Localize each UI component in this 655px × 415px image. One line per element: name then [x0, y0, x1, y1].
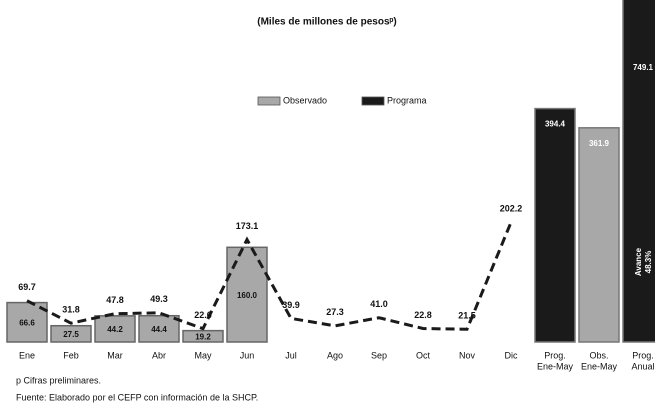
data-label: 21.5 — [458, 311, 476, 321]
x-tick-label: Sep — [371, 350, 387, 360]
x-tick-label: Jun — [240, 350, 255, 360]
data-label: 394.4 — [545, 120, 566, 129]
annotation: Avance — [634, 247, 643, 276]
data-label: 22.8 — [414, 310, 432, 320]
x-tick-label: Ene-May — [537, 361, 574, 371]
data-label: 41.0 — [370, 299, 388, 309]
legend-swatch — [257, 96, 281, 106]
x-tick-label: Ago — [327, 350, 343, 360]
data-label: 27.5 — [63, 330, 79, 339]
data-label: 44.4 — [151, 325, 167, 334]
bar — [94, 315, 136, 343]
x-tick-label: Mar — [107, 350, 123, 360]
x-tick-label: Ene-May — [581, 361, 618, 371]
bar — [182, 329, 224, 343]
legend-label: Observado — [283, 95, 327, 105]
x-tick-label: Oct — [416, 350, 431, 360]
x-tick-label: May — [194, 350, 212, 360]
x-tick-label: Ene — [19, 350, 35, 360]
summary-bar — [578, 127, 620, 343]
x-tick-label: Abr — [152, 350, 166, 360]
x-tick-label: Dic — [505, 350, 518, 360]
bar — [138, 314, 180, 343]
legend-label: Programa — [387, 95, 427, 105]
data-label: 160.0 — [237, 291, 258, 300]
data-label: 749.1 — [633, 63, 654, 72]
data-label: 19.2 — [195, 332, 211, 341]
footnote: Fuente: Elaborado por el CEFP con inform… — [16, 392, 258, 402]
x-tick-label: Prog. — [544, 350, 566, 360]
data-label: 173.1 — [236, 221, 259, 231]
data-label: 39.9 — [282, 300, 300, 310]
x-tick-label: Feb — [63, 350, 79, 360]
summary-bar — [622, 0, 655, 343]
x-tick-label: Jul — [285, 350, 297, 360]
x-tick-label: Anual — [631, 361, 654, 371]
data-label: 44.2 — [107, 325, 123, 334]
footnote: p Cifras preliminares. — [16, 375, 101, 385]
data-label: 69.7 — [18, 282, 36, 292]
x-tick-label: Prog. — [632, 350, 654, 360]
legend-swatch — [361, 96, 385, 106]
annotation: 48.3% — [644, 251, 653, 274]
bar — [50, 324, 92, 343]
data-label: 361.9 — [589, 139, 610, 148]
data-label: 66.6 — [19, 318, 35, 327]
data-label: 31.8 — [62, 305, 80, 315]
x-tick-label: Nov — [459, 350, 476, 360]
line — [26, 221, 513, 331]
data-label: 22.6 — [194, 310, 212, 320]
chart-title: (Miles de millones de pesosᵖ) — [257, 17, 397, 28]
data-label: 202.2 — [500, 204, 523, 214]
data-label: 49.3 — [150, 294, 168, 304]
x-tick-label: Obs. — [589, 350, 608, 360]
data-label: 47.8 — [106, 295, 124, 305]
summary-bar — [534, 107, 576, 343]
data-label: 27.3 — [326, 307, 344, 317]
